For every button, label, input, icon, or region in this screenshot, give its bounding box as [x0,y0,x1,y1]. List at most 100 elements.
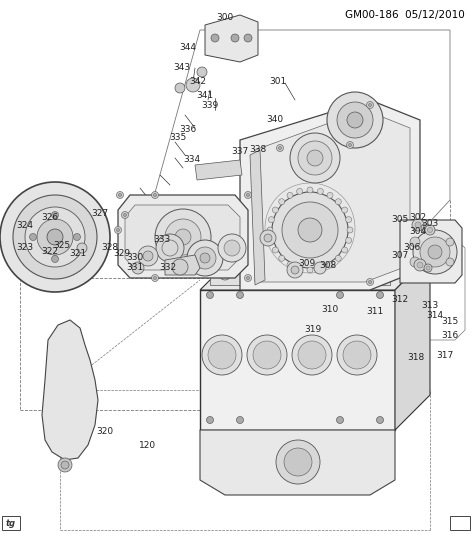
Bar [210,263,390,285]
Text: 324: 324 [17,221,34,230]
Circle shape [446,258,454,266]
Circle shape [376,292,383,299]
Circle shape [165,219,201,255]
Text: 342: 342 [190,77,207,87]
Circle shape [202,335,242,375]
Circle shape [121,211,128,218]
Circle shape [138,246,158,266]
Circle shape [343,341,371,369]
Text: 334: 334 [183,155,201,164]
Circle shape [77,243,87,253]
Circle shape [207,292,213,299]
Circle shape [348,144,352,146]
Circle shape [262,271,268,277]
Text: 315: 315 [441,318,459,326]
Circle shape [337,335,377,375]
Circle shape [156,234,184,262]
Circle shape [224,240,240,256]
Circle shape [247,335,287,375]
Text: 306: 306 [403,244,420,253]
Polygon shape [42,320,98,460]
Circle shape [175,83,185,93]
Circle shape [291,266,299,274]
Circle shape [245,192,252,199]
Circle shape [0,182,110,292]
Circle shape [327,262,333,268]
Polygon shape [200,255,430,290]
Circle shape [186,78,200,92]
Circle shape [337,102,373,138]
Circle shape [172,259,188,275]
Text: 329: 329 [113,248,130,257]
Text: 331: 331 [127,263,144,272]
Circle shape [237,417,244,423]
Text: 343: 343 [173,64,191,73]
Polygon shape [200,290,395,430]
Circle shape [412,219,424,231]
Text: 344: 344 [180,43,197,52]
Circle shape [273,207,278,213]
Circle shape [245,274,252,281]
Circle shape [347,112,363,128]
Circle shape [208,341,236,369]
Circle shape [279,255,285,261]
Circle shape [337,417,344,423]
Circle shape [222,271,228,277]
Circle shape [292,335,332,375]
Circle shape [175,229,191,245]
Circle shape [117,192,124,199]
Circle shape [423,226,427,230]
Text: 340: 340 [266,115,283,124]
Text: 305: 305 [392,216,409,224]
Circle shape [298,218,322,242]
Circle shape [428,245,442,259]
Circle shape [342,207,347,213]
Polygon shape [250,150,265,285]
Circle shape [154,277,156,279]
Circle shape [420,237,450,267]
Circle shape [425,225,435,235]
Text: 328: 328 [101,244,118,253]
Polygon shape [240,100,420,290]
Circle shape [211,34,219,42]
Circle shape [52,211,58,218]
Text: 316: 316 [441,331,459,340]
Circle shape [298,341,326,369]
Text: 309: 309 [298,258,316,268]
Circle shape [246,277,249,279]
Circle shape [268,237,274,244]
Circle shape [287,262,293,268]
Bar [2,516,20,530]
Circle shape [424,264,432,272]
Circle shape [219,268,231,280]
Circle shape [335,199,341,205]
Circle shape [246,193,249,197]
Circle shape [307,150,323,166]
Circle shape [446,238,454,246]
Text: 317: 317 [437,350,454,359]
Text: 336: 336 [179,125,197,135]
Text: 312: 312 [392,295,409,304]
Text: 318: 318 [407,354,425,363]
Circle shape [52,255,58,263]
Circle shape [244,34,252,42]
Circle shape [73,233,81,240]
Text: 310: 310 [321,305,338,315]
Circle shape [410,257,420,267]
Text: 120: 120 [139,441,156,450]
Circle shape [132,262,144,274]
Circle shape [272,192,348,268]
Polygon shape [195,160,242,180]
Circle shape [194,247,216,269]
Circle shape [299,268,311,280]
Circle shape [237,292,244,299]
Circle shape [279,146,282,150]
Polygon shape [255,110,410,282]
Circle shape [298,141,332,175]
Circle shape [337,292,344,299]
Circle shape [342,247,347,253]
Text: 313: 313 [421,301,438,310]
Text: 311: 311 [366,308,383,317]
Polygon shape [200,430,395,495]
Circle shape [197,67,207,77]
